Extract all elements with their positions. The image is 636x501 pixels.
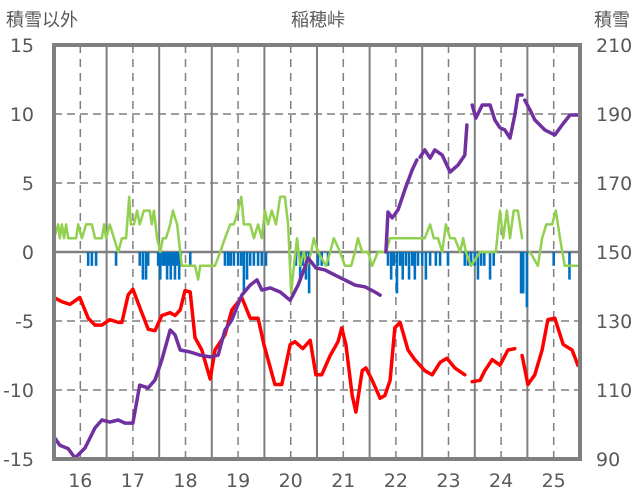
bar: [479, 252, 483, 266]
tick-labels: 15 10 5 0 -5 -10 -15 210 190 170 150 130 110 90 16 17 18…: [3, 35, 632, 492]
bar: [239, 252, 243, 266]
series-line-green: [52, 195, 580, 295]
bar: [226, 252, 230, 266]
bar: [169, 252, 173, 280]
bar: [307, 252, 311, 294]
bar: [404, 252, 408, 266]
bar: [398, 252, 402, 266]
x-tick-label: 16: [68, 470, 92, 492]
bar: [158, 252, 162, 280]
bar: [173, 252, 177, 280]
x-tick-label: 21: [331, 470, 355, 492]
y-left-tick-label: 5: [22, 173, 34, 195]
bar: [420, 252, 424, 266]
y-left-tick-label: -5: [15, 311, 34, 333]
bar: [90, 252, 94, 266]
y-left-tick-label: 10: [10, 104, 34, 126]
bar: [156, 252, 160, 266]
x-tick-label: 25: [542, 470, 566, 492]
series-line-purple: [52, 93, 580, 460]
bar: [171, 252, 175, 266]
bar: [392, 252, 396, 266]
bar: [177, 252, 181, 280]
bar: [248, 252, 252, 266]
bar: [232, 252, 236, 266]
bar: [519, 252, 523, 294]
bar: [413, 252, 417, 280]
bar: [236, 252, 240, 266]
bar: [386, 252, 390, 266]
series-line-red: [52, 287, 580, 414]
bar: [138, 252, 142, 266]
bar: [463, 252, 467, 266]
line-series: [52, 93, 580, 460]
bar: [245, 252, 249, 280]
bar: [469, 252, 473, 266]
bar: [144, 252, 148, 280]
y-right-tick-label: 130: [596, 311, 632, 333]
bar: [242, 252, 246, 294]
bar: [407, 252, 411, 280]
x-tick-label: 20: [279, 470, 303, 492]
bar: [94, 252, 98, 266]
bar: [264, 252, 268, 266]
y-right-tick-label: 90: [596, 449, 620, 471]
x-tick-label: 17: [121, 470, 145, 492]
plot-frame: [52, 43, 582, 461]
y-right-tick-label: 150: [596, 242, 632, 264]
bar: [521, 252, 525, 294]
bar: [165, 252, 169, 280]
bar: [416, 252, 420, 266]
bar: [175, 252, 179, 266]
y-right-tick-label: 190: [596, 104, 632, 126]
y-right-tick-label: 110: [596, 380, 632, 402]
x-tick-label: 24: [489, 470, 513, 492]
y-right-tick-label: 210: [596, 35, 632, 57]
bar: [428, 252, 432, 266]
bar: [552, 252, 555, 266]
bar: [252, 252, 256, 266]
x-tick-label: 18: [173, 470, 197, 492]
left-axis-title: 積雪以外: [6, 10, 78, 31]
bar-series: [86, 252, 571, 308]
bar: [492, 252, 496, 266]
y-left-tick-label: -10: [3, 380, 34, 402]
right-axis-title: 積雪: [594, 10, 630, 31]
bar: [114, 252, 118, 266]
x-tick-label: 22: [384, 470, 408, 492]
bar: [389, 252, 393, 280]
bar: [141, 252, 145, 280]
y-left-tick-label: 0: [22, 242, 34, 264]
bar: [260, 252, 264, 266]
bar: [163, 252, 167, 266]
bar: [161, 252, 165, 266]
bar: [223, 252, 227, 266]
x-tick-label: 23: [436, 470, 460, 492]
bar: [525, 252, 529, 308]
bar: [446, 252, 450, 266]
y-left-tick-label: -15: [3, 449, 34, 471]
bar: [256, 252, 260, 266]
x-tick-label: 19: [226, 470, 250, 492]
bar: [488, 252, 492, 280]
bar: [401, 252, 405, 280]
bar: [410, 252, 414, 266]
bar: [316, 252, 320, 266]
bar: [424, 252, 428, 280]
bar: [395, 252, 399, 294]
bar: [229, 252, 233, 266]
bar: [86, 252, 90, 266]
bar: [438, 252, 442, 266]
bar: [188, 252, 192, 266]
bar: [167, 252, 171, 266]
y-left-tick-label: 15: [10, 35, 34, 57]
bar: [476, 252, 480, 280]
chart-title: 稲穂峠: [291, 10, 345, 31]
bar: [146, 252, 150, 266]
bar: [294, 252, 298, 266]
bar: [434, 252, 438, 266]
bar: [482, 252, 486, 266]
y-right-tick-label: 170: [596, 173, 632, 195]
